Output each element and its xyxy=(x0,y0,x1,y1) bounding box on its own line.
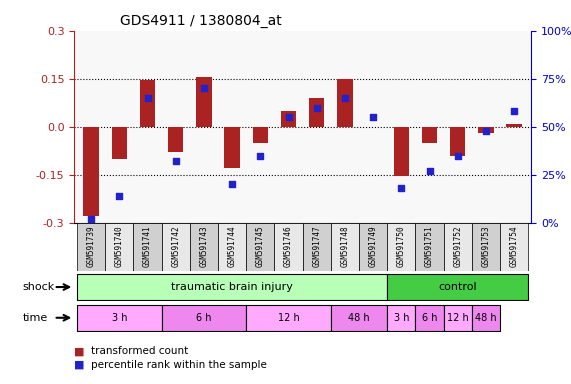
Point xyxy=(509,108,518,114)
Text: 12 h: 12 h xyxy=(447,313,469,323)
Text: GSM591750: GSM591750 xyxy=(397,225,406,267)
Bar xyxy=(224,127,240,168)
Text: transformed count: transformed count xyxy=(91,346,188,356)
FancyBboxPatch shape xyxy=(472,305,500,331)
FancyBboxPatch shape xyxy=(77,274,387,300)
Text: 6 h: 6 h xyxy=(196,313,212,323)
FancyBboxPatch shape xyxy=(331,305,387,331)
Text: control: control xyxy=(439,282,477,292)
Text: percentile rank within the sample: percentile rank within the sample xyxy=(91,360,267,370)
Point xyxy=(397,185,406,191)
FancyBboxPatch shape xyxy=(416,223,444,271)
Point xyxy=(87,216,96,222)
Point xyxy=(143,95,152,101)
Text: GSM591744: GSM591744 xyxy=(228,225,236,267)
Bar xyxy=(140,80,155,127)
Text: GSM591752: GSM591752 xyxy=(453,225,462,267)
Text: 48 h: 48 h xyxy=(348,313,370,323)
Point xyxy=(171,158,180,164)
FancyBboxPatch shape xyxy=(218,223,246,271)
Bar xyxy=(281,111,296,127)
Text: 6 h: 6 h xyxy=(422,313,437,323)
Bar xyxy=(337,79,353,127)
FancyBboxPatch shape xyxy=(359,223,387,271)
Text: GSM591745: GSM591745 xyxy=(256,225,265,267)
FancyBboxPatch shape xyxy=(387,274,528,300)
Text: GSM591741: GSM591741 xyxy=(143,225,152,267)
FancyBboxPatch shape xyxy=(162,223,190,271)
FancyBboxPatch shape xyxy=(500,223,528,271)
Point xyxy=(228,181,237,187)
FancyBboxPatch shape xyxy=(387,305,416,331)
Text: ■: ■ xyxy=(74,346,85,356)
Text: ■: ■ xyxy=(74,360,85,370)
Point xyxy=(425,168,434,174)
Bar xyxy=(478,127,494,133)
Point xyxy=(199,85,208,91)
Text: GSM591743: GSM591743 xyxy=(199,225,208,267)
Text: GSM591754: GSM591754 xyxy=(509,225,518,267)
FancyBboxPatch shape xyxy=(246,305,331,331)
FancyBboxPatch shape xyxy=(444,223,472,271)
Bar xyxy=(83,127,99,216)
FancyBboxPatch shape xyxy=(77,305,162,331)
Text: 3 h: 3 h xyxy=(111,313,127,323)
Text: GSM591753: GSM591753 xyxy=(481,225,490,267)
FancyBboxPatch shape xyxy=(246,223,275,271)
FancyBboxPatch shape xyxy=(444,305,472,331)
Text: GSM591746: GSM591746 xyxy=(284,225,293,267)
FancyBboxPatch shape xyxy=(275,223,303,271)
Text: 48 h: 48 h xyxy=(475,313,497,323)
Text: 12 h: 12 h xyxy=(278,313,299,323)
Bar xyxy=(196,77,212,127)
Point xyxy=(115,193,124,199)
FancyBboxPatch shape xyxy=(387,223,416,271)
FancyBboxPatch shape xyxy=(105,223,134,271)
Bar xyxy=(422,127,437,143)
Text: GSM591749: GSM591749 xyxy=(369,225,377,267)
Bar xyxy=(393,127,409,176)
Text: time: time xyxy=(23,313,48,323)
FancyBboxPatch shape xyxy=(134,223,162,271)
Text: GSM591751: GSM591751 xyxy=(425,225,434,267)
Text: shock: shock xyxy=(23,282,55,292)
FancyBboxPatch shape xyxy=(77,223,105,271)
Point xyxy=(453,152,463,159)
Text: traumatic brain injury: traumatic brain injury xyxy=(171,282,293,292)
Point xyxy=(368,114,377,120)
Point xyxy=(340,95,349,101)
Text: GSM591748: GSM591748 xyxy=(340,225,349,267)
Text: GSM591739: GSM591739 xyxy=(87,225,96,267)
Text: GSM591740: GSM591740 xyxy=(115,225,124,267)
Text: GSM591747: GSM591747 xyxy=(312,225,321,267)
Point xyxy=(284,114,293,120)
FancyBboxPatch shape xyxy=(190,223,218,271)
Text: 3 h: 3 h xyxy=(393,313,409,323)
FancyBboxPatch shape xyxy=(303,223,331,271)
Point xyxy=(256,152,265,159)
FancyBboxPatch shape xyxy=(472,223,500,271)
FancyBboxPatch shape xyxy=(162,305,246,331)
Bar xyxy=(168,127,183,152)
Bar xyxy=(506,124,522,127)
Text: GDS4911 / 1380804_at: GDS4911 / 1380804_at xyxy=(120,14,282,28)
Bar xyxy=(450,127,465,156)
Point xyxy=(481,127,490,134)
Bar xyxy=(252,127,268,143)
Point xyxy=(312,104,321,111)
Text: GSM591742: GSM591742 xyxy=(171,225,180,267)
FancyBboxPatch shape xyxy=(331,223,359,271)
Bar xyxy=(309,98,324,127)
Bar xyxy=(111,127,127,159)
FancyBboxPatch shape xyxy=(416,305,444,331)
